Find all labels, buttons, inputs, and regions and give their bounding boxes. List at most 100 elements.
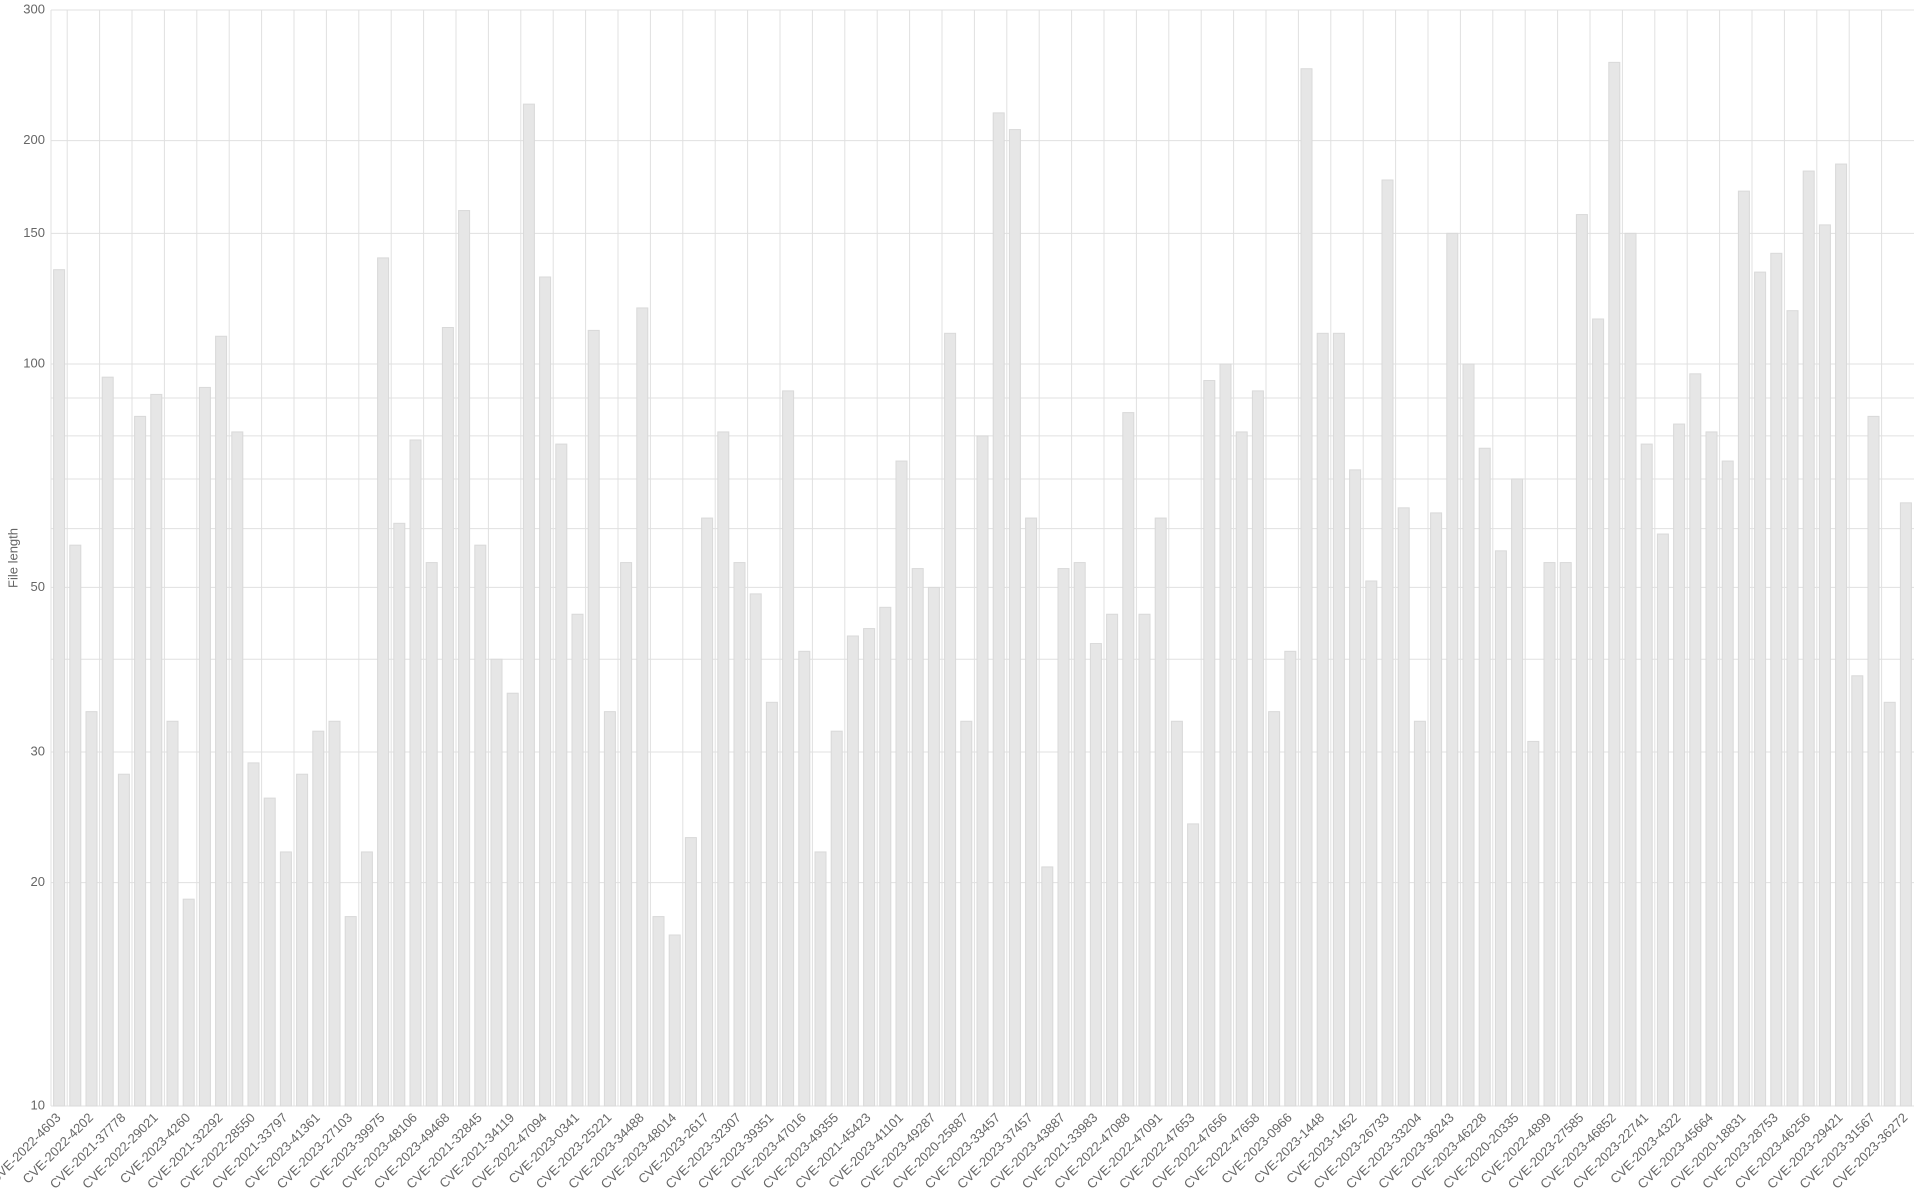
bar bbox=[587, 329, 600, 1107]
bar bbox=[377, 257, 390, 1107]
bar bbox=[1818, 224, 1831, 1107]
bar bbox=[441, 326, 454, 1107]
bar bbox=[150, 393, 163, 1107]
bar bbox=[506, 692, 519, 1107]
bar bbox=[1624, 232, 1637, 1107]
bar bbox=[1187, 823, 1200, 1107]
y-tick-label: 300 bbox=[23, 1, 45, 16]
y-tick-label: 100 bbox=[23, 355, 45, 370]
bar bbox=[279, 851, 292, 1107]
bar bbox=[490, 658, 503, 1107]
bar bbox=[85, 711, 98, 1107]
bar bbox=[798, 650, 811, 1107]
bar bbox=[328, 720, 341, 1107]
bar bbox=[344, 916, 357, 1107]
bar bbox=[1640, 443, 1653, 1107]
bar bbox=[1446, 232, 1459, 1107]
bar bbox=[717, 431, 730, 1107]
bar bbox=[1057, 568, 1070, 1107]
bar bbox=[1413, 720, 1426, 1107]
bar bbox=[53, 269, 66, 1107]
y-axis-title: File length bbox=[5, 528, 20, 588]
bar bbox=[555, 443, 568, 1107]
y-tick-label: 50 bbox=[31, 579, 45, 594]
bar bbox=[1365, 580, 1378, 1107]
bar bbox=[1656, 533, 1669, 1107]
bar bbox=[409, 439, 422, 1107]
bar bbox=[1154, 517, 1167, 1107]
bar bbox=[1430, 512, 1443, 1107]
bar bbox=[571, 613, 584, 1107]
bar bbox=[960, 720, 973, 1107]
bar bbox=[1316, 332, 1329, 1107]
bar bbox=[1478, 447, 1491, 1107]
bar bbox=[1527, 740, 1540, 1107]
bar bbox=[863, 628, 876, 1107]
bar bbox=[1754, 271, 1767, 1107]
bar bbox=[1462, 363, 1475, 1107]
y-tick-label: 10 bbox=[31, 1097, 45, 1112]
bar bbox=[749, 593, 762, 1107]
bar bbox=[1268, 711, 1281, 1107]
bar bbox=[1673, 423, 1686, 1107]
bar bbox=[765, 701, 778, 1107]
bar bbox=[1883, 701, 1896, 1107]
bar bbox=[1543, 562, 1556, 1107]
bar bbox=[1106, 613, 1119, 1107]
bar bbox=[1332, 332, 1345, 1107]
bar bbox=[911, 568, 924, 1107]
bar bbox=[1025, 517, 1038, 1107]
bar bbox=[846, 635, 859, 1107]
bar bbox=[312, 730, 325, 1107]
bar bbox=[1203, 380, 1216, 1107]
bar bbox=[1349, 469, 1362, 1107]
bar bbox=[539, 276, 552, 1107]
bar bbox=[1170, 720, 1183, 1107]
bar bbox=[1511, 478, 1524, 1107]
bar bbox=[1008, 129, 1021, 1107]
bar bbox=[684, 837, 697, 1107]
bar bbox=[247, 762, 260, 1107]
bar bbox=[1494, 550, 1507, 1107]
bar bbox=[1608, 61, 1621, 1107]
bar bbox=[393, 522, 406, 1107]
bar bbox=[895, 460, 908, 1107]
bar bbox=[1575, 214, 1588, 1107]
bar bbox=[830, 730, 843, 1107]
bar bbox=[1122, 412, 1135, 1107]
bar bbox=[1786, 310, 1799, 1107]
bar bbox=[1867, 415, 1880, 1107]
bar bbox=[117, 773, 130, 1107]
bar bbox=[1089, 643, 1102, 1107]
bar bbox=[474, 544, 487, 1107]
bar bbox=[134, 415, 147, 1107]
bar bbox=[458, 210, 471, 1107]
bar bbox=[1251, 390, 1264, 1107]
bar bbox=[69, 544, 82, 1107]
bar bbox=[1689, 373, 1702, 1107]
y-tick-label: 20 bbox=[31, 874, 45, 889]
bar bbox=[101, 376, 114, 1107]
bar bbox=[215, 335, 228, 1107]
bar bbox=[944, 332, 957, 1107]
bar bbox=[1397, 507, 1410, 1107]
bar bbox=[668, 934, 681, 1107]
bar bbox=[652, 916, 665, 1107]
y-tick-label: 150 bbox=[23, 225, 45, 240]
bar bbox=[879, 606, 892, 1107]
bar bbox=[1300, 68, 1313, 1107]
bar bbox=[263, 797, 276, 1107]
bar bbox=[1705, 431, 1718, 1107]
bar bbox=[1041, 866, 1054, 1107]
bar bbox=[636, 307, 649, 1107]
bar bbox=[1592, 318, 1605, 1107]
bar bbox=[425, 562, 438, 1107]
bar bbox=[992, 112, 1005, 1107]
bar bbox=[976, 435, 989, 1107]
bar bbox=[1835, 163, 1848, 1107]
bar bbox=[1219, 363, 1232, 1107]
bar bbox=[1381, 179, 1394, 1107]
bar bbox=[603, 711, 616, 1107]
bar bbox=[1899, 502, 1912, 1107]
